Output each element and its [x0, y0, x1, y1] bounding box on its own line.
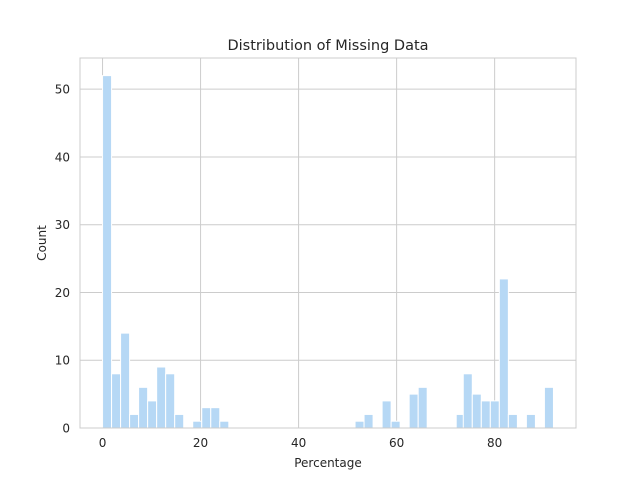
x-tick-label: 60 [389, 436, 404, 450]
histogram-bar [525, 413, 536, 429]
x-tick-label: 40 [291, 436, 306, 450]
histogram-bar [417, 386, 428, 429]
y-tick-label: 20 [55, 286, 70, 300]
x-tick-label: 20 [193, 436, 208, 450]
histogram-bar [462, 373, 473, 429]
histogram-bar [210, 407, 221, 429]
histogram-bar [102, 75, 113, 429]
histogram-bar [120, 332, 131, 429]
histogram-bar [480, 400, 491, 429]
plot-frame [79, 57, 577, 429]
histogram-bar [219, 420, 230, 429]
x-tick-label: 0 [99, 436, 107, 450]
y-axis-label: Count [35, 225, 49, 261]
histogram-bar [408, 393, 419, 429]
histogram-bar [363, 413, 374, 429]
histogram-bar [354, 420, 365, 429]
histogram-bar [471, 393, 482, 429]
y-tick-label: 0 [62, 422, 70, 436]
histogram-bar [543, 386, 554, 429]
histogram-bar [507, 413, 518, 429]
histogram-bar [111, 373, 122, 429]
histogram-bar [138, 386, 149, 429]
y-axis-ticks: 0 10 20 30 40 50 [55, 83, 70, 436]
x-tick-label: 80 [487, 436, 502, 450]
histogram-bar [156, 366, 167, 429]
histogram-bar [498, 278, 509, 429]
chart-title: Distribution of Missing Data [227, 38, 428, 54]
histogram-bar [174, 413, 185, 429]
x-axis-ticks: 0 20 40 60 80 [99, 436, 503, 450]
histogram-bar [129, 413, 140, 429]
histogram-bar [147, 400, 158, 429]
y-tick-label: 10 [55, 354, 70, 368]
histogram-bar [192, 420, 203, 429]
bars [102, 75, 554, 429]
y-tick-label: 50 [55, 83, 70, 97]
x-axis-label: Percentage [294, 456, 362, 470]
histogram-bar [201, 407, 212, 429]
histogram-bar [381, 400, 392, 429]
y-tick-label: 30 [55, 218, 70, 232]
histogram-bar [165, 373, 176, 429]
y-tick-label: 40 [55, 150, 70, 164]
histogram-bar [390, 420, 401, 429]
histogram-bar [489, 400, 500, 429]
